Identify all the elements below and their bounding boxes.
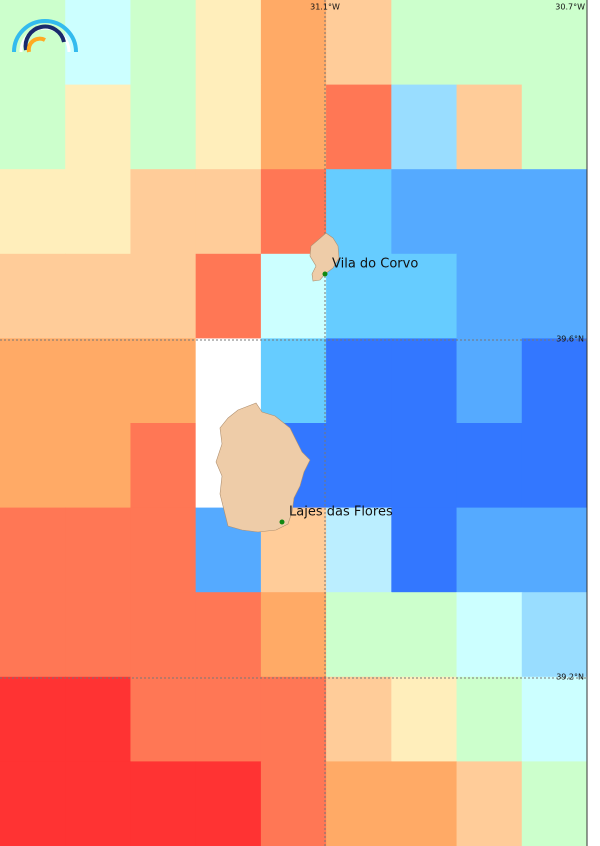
- grid-cell: [65, 84, 131, 170]
- grid-cell: [391, 84, 458, 170]
- grid-cell: [456, 338, 523, 424]
- latitude-label: 39.2°N: [556, 673, 584, 682]
- grid-cell: [65, 253, 131, 339]
- grid-cell: [195, 84, 262, 170]
- grid-cell: [521, 253, 588, 339]
- grid-cell: [326, 169, 392, 255]
- grid-cell: [0, 507, 66, 593]
- grid-cell: [0, 592, 66, 678]
- grid-cell: [130, 592, 197, 678]
- grid-cell: [65, 676, 131, 762]
- grid-cell: [65, 592, 131, 678]
- grid-cell: [456, 507, 523, 593]
- grid-cell: [326, 84, 392, 170]
- grid-cell: [521, 169, 588, 255]
- grid-cell: [391, 423, 458, 509]
- grid-cell: [456, 253, 523, 339]
- grid-cell: [130, 676, 197, 762]
- corvo-island: [309, 232, 340, 282]
- grid-cell: [391, 338, 458, 424]
- place-label: Lajes das Flores: [289, 505, 393, 520]
- grid-cell: [0, 676, 66, 762]
- logo: [12, 19, 78, 53]
- grid-cell: [260, 84, 327, 170]
- grid-cell: [456, 84, 523, 170]
- grid-cell: [0, 423, 66, 509]
- grid-cell: [326, 507, 392, 593]
- grid-cell: [326, 0, 392, 86]
- grid-cell: [456, 676, 523, 762]
- grid-cell: [521, 0, 588, 86]
- longitude-label: 30.7°W: [555, 3, 585, 12]
- grid-cell: [130, 253, 197, 339]
- grid-cell: [195, 592, 262, 678]
- latitude-label: 39.6°N: [556, 335, 584, 344]
- grid-cell: [195, 761, 262, 846]
- grid-cell: [195, 676, 262, 762]
- grid-cell: [521, 423, 588, 509]
- grid-cell: [65, 761, 131, 846]
- grid-cell: [130, 761, 197, 846]
- flores-island: [215, 402, 311, 533]
- grid-cell: [391, 253, 458, 339]
- grid-cell: [456, 592, 523, 678]
- grid-cell: [0, 338, 66, 424]
- grid-cell: [260, 169, 327, 255]
- grid-cell: [195, 169, 262, 255]
- grid-cell: [260, 338, 327, 424]
- grid-cell: [391, 169, 458, 255]
- grid-cell: [326, 761, 392, 846]
- grid-cell: [130, 169, 197, 255]
- grid-cell: [456, 423, 523, 509]
- grid-cell: [521, 676, 588, 762]
- grid-cell: [0, 761, 66, 846]
- grid-cell: [456, 761, 523, 846]
- grid-cell: [195, 253, 262, 339]
- town-marker: [322, 271, 328, 277]
- grid-cell: [521, 761, 588, 846]
- grid-cell: [326, 253, 392, 339]
- grid-cell: [391, 592, 458, 678]
- grid-cell: [391, 507, 458, 593]
- grid-cell: [65, 423, 131, 509]
- grid-cell: [65, 338, 131, 424]
- grid-cell: [521, 507, 588, 593]
- grid-cell: [0, 253, 66, 339]
- grid-cell: [521, 338, 588, 424]
- grid-cell: [65, 169, 131, 255]
- grid-cell: [326, 423, 392, 509]
- grid-cell: [130, 84, 197, 170]
- grid-cell: [456, 0, 523, 86]
- grid-cell: [260, 592, 327, 678]
- grid-cell: [0, 84, 66, 170]
- grid-cell: [391, 761, 458, 846]
- grid-cell: [521, 592, 588, 678]
- grid-cell: [130, 507, 197, 593]
- grid-cell: [456, 169, 523, 255]
- grid-cell: [195, 0, 262, 86]
- grid-cell: [130, 0, 197, 86]
- grid-cell: [521, 84, 588, 170]
- place-label: Vila do Corvo: [332, 257, 418, 272]
- grid-cell: [391, 676, 458, 762]
- grid-cell: [260, 0, 327, 86]
- town-marker: [279, 519, 285, 525]
- grid-cell: [326, 338, 392, 424]
- grid-cell: [130, 423, 197, 509]
- grid-cell: [326, 676, 392, 762]
- grid-cell: [0, 169, 66, 255]
- grid-cell: [260, 761, 327, 846]
- grid-cell: [326, 592, 392, 678]
- grid-cell: [391, 0, 458, 86]
- longitude-label: 31.1°W: [310, 3, 340, 12]
- grid-cell: [260, 676, 327, 762]
- grid-cell: [65, 507, 131, 593]
- grid-cell: [130, 338, 197, 424]
